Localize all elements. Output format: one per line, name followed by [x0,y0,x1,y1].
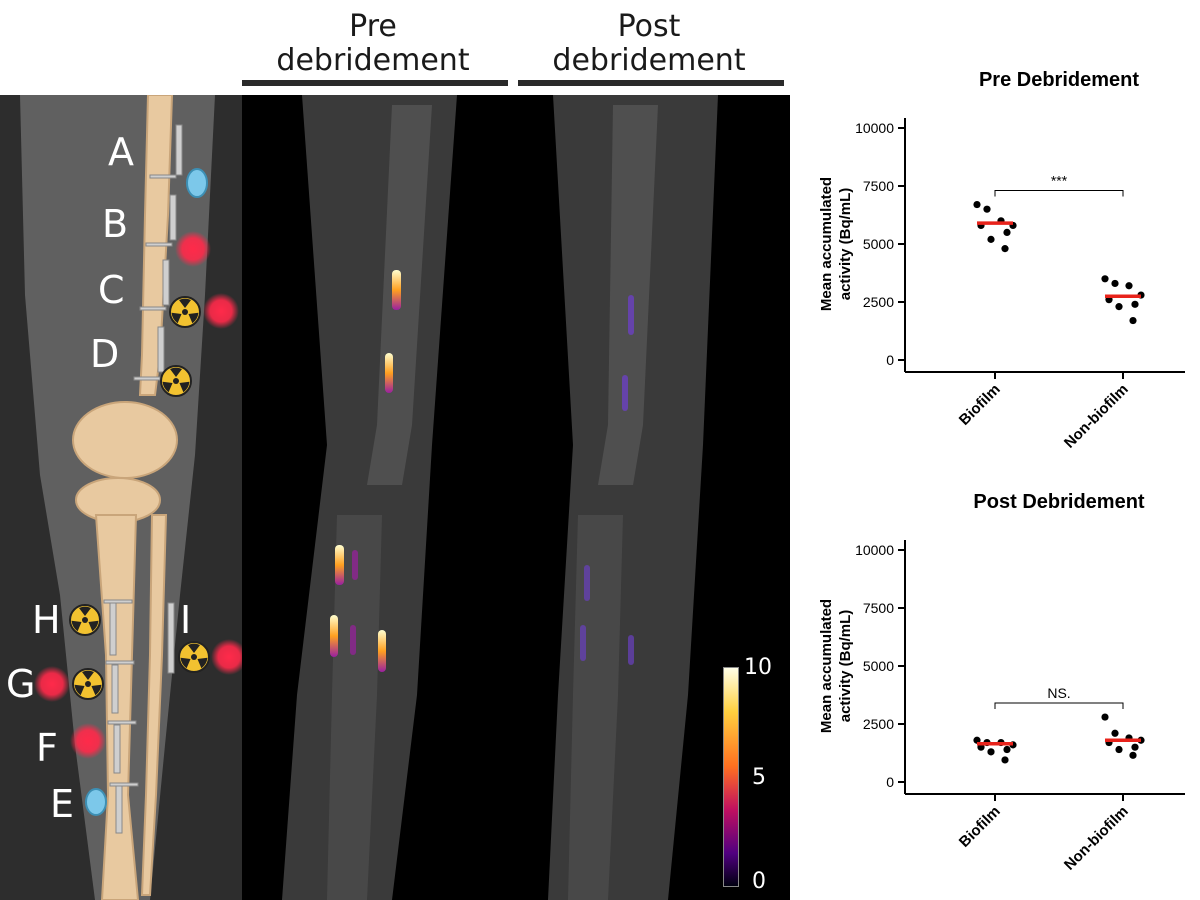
biofilm-marker-c [203,293,239,329]
data-point [987,235,995,243]
y-tick-label: 5000 [863,658,894,674]
y-axis-label-line: Mean accumulated [818,177,835,311]
biofilm-marker-g [34,666,70,702]
data-point [1101,275,1109,283]
leg-label-c: C [98,268,125,312]
post-uptake-2 [622,375,628,411]
pre-hotspot-4 [330,615,338,657]
pre-debridement-chart: Pre Debridement Mean accumulated activity … [818,69,1185,452]
chart-title: Post Debridement [973,491,1144,513]
biofilm-marker-f [70,723,106,759]
significance-bracket [994,190,1124,197]
category-label: Biofilm [956,381,1004,429]
post-debridement-title: Post debridement [552,9,746,78]
y-tick-label: 5000 [863,236,894,252]
y-tick-label: 0 [886,774,894,790]
y-axis-label-line: activity (Bq/mL) [837,610,854,723]
leg-label-f: F [36,726,58,770]
colorbar-max-label: 10 [744,655,772,680]
pre-tibia-shadow [327,515,382,900]
data-point [1003,228,1011,236]
colorbar-mid-label: 5 [752,765,766,790]
y-tick-label: 0 [886,352,894,368]
data-point [1125,282,1133,290]
pre-hotspot-5 [378,630,386,672]
colorbar-min-label: 0 [752,869,766,894]
leg-label-e: E [50,782,75,826]
data-point [1129,751,1137,759]
data-point [1101,713,1109,721]
post-uptake-3 [584,565,590,601]
data-point [1111,729,1119,737]
y-axis-label-line: activity (Bq/mL) [837,188,854,301]
data-point [1003,745,1011,754]
pre-scan-image [282,95,457,900]
post-uptake-1 [628,295,634,335]
leg-label-d: D [90,332,120,376]
y-axis-label-line: Mean accumulated [818,599,835,733]
leg-label-g: G [6,662,36,706]
chart-title: Pre Debridement [979,69,1139,91]
post-debridement-scan: 10 5 0 [518,95,790,900]
data-point [1131,300,1139,308]
data-point [973,200,981,209]
leg-illustration-panel [0,95,242,900]
post-femur-shadow [598,105,658,485]
data-point [1131,743,1139,751]
biofilm-marker-b [175,231,211,267]
radiation-markers [69,296,210,700]
post-debridement-underline [518,80,784,86]
biofilm-marker-i [211,639,242,675]
pre-debridement-scan [242,95,518,900]
leg-label-b: B [102,202,129,246]
pre-hotspot-2 [385,353,393,393]
pre-hotspot-1 [392,270,401,310]
category-label: Biofilm [956,803,1004,851]
y-axis-label: Mean accumulated activity (Bq/mL) [818,599,854,733]
data-point [1001,756,1009,764]
significance-bracket [994,702,1124,710]
y-tick-label: 2500 [863,294,894,310]
y-tick-label: 10000 [855,542,894,558]
y-tick-label: 2500 [863,716,894,732]
post-debridement-chart: Post Debridement Mean accumulated activity… [818,491,1185,874]
implant-marker-e [85,788,107,816]
significance-label: *** [1051,173,1068,189]
pre-hotspot-3 [335,545,344,585]
femur-implants [133,124,183,381]
post-uptake-4 [580,625,586,661]
post-scan-image [548,95,718,900]
category-label: Non-biofilm [1061,803,1132,874]
implant-marker-a [186,168,208,198]
leg-label-i: I [180,598,192,642]
y-tick-label: 7500 [863,178,894,194]
knee-joint [72,401,178,479]
y-tick-label: 10000 [855,120,894,136]
data-point [983,205,991,213]
significance-label: NS. [1047,685,1070,701]
data-point [1129,316,1137,325]
y-axis-label: Mean accumulated activity (Bq/mL) [818,177,854,311]
tibia-implants [103,599,175,834]
data-point [1001,245,1009,253]
leg-illustration [20,95,242,900]
colorbar [723,667,739,887]
data-point [987,748,995,756]
leg-label-a: A [108,130,134,174]
pre-debridement-underline [242,80,508,86]
fibula-bone [140,514,168,896]
pre-debridement-title: Pre debridement [276,9,470,78]
data-point [1115,303,1123,311]
y-tick-label: 7500 [863,600,894,616]
leg-label-h: H [32,598,61,642]
post-uptake-5 [628,635,634,665]
data-point [1111,279,1119,288]
category-label: Non-biofilm [1061,381,1132,452]
post-tibia-shadow [568,515,623,900]
data-point [1115,745,1123,754]
